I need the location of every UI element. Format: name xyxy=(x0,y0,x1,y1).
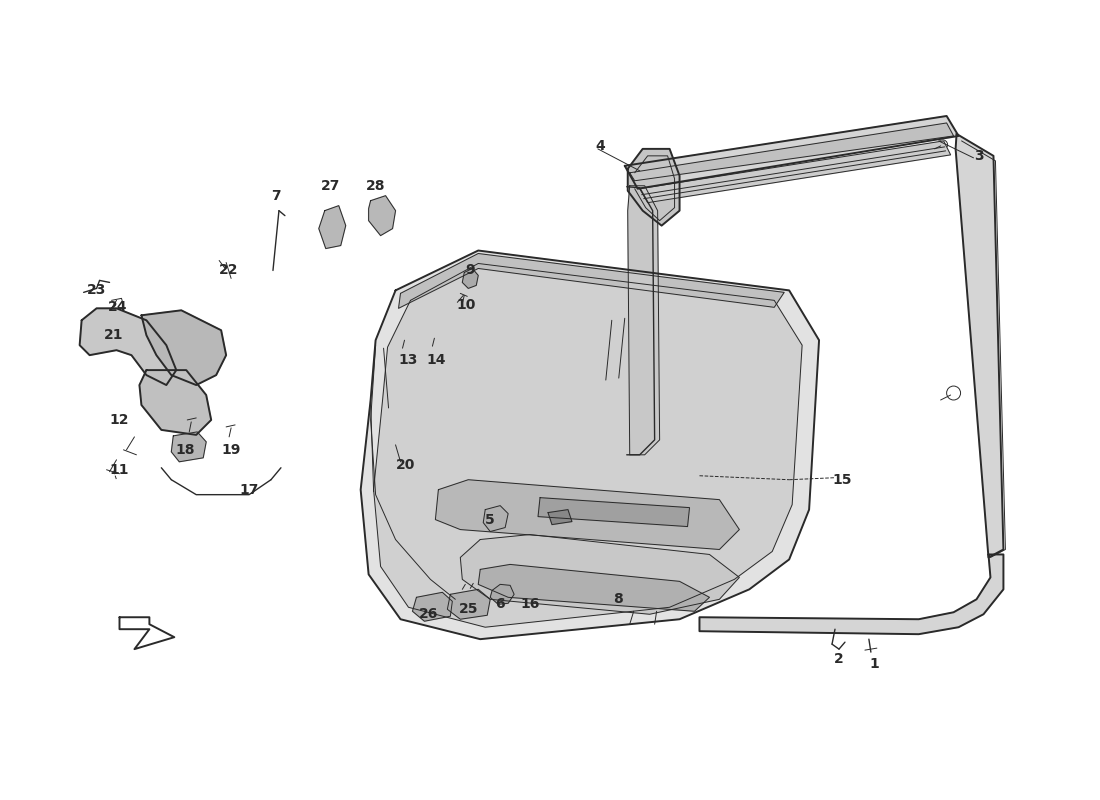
Polygon shape xyxy=(478,565,710,611)
Polygon shape xyxy=(436,480,739,550)
Text: 15: 15 xyxy=(833,473,851,486)
Polygon shape xyxy=(79,308,176,385)
Polygon shape xyxy=(448,590,491,619)
Circle shape xyxy=(608,584,628,604)
Polygon shape xyxy=(460,534,739,614)
Text: 17: 17 xyxy=(240,482,258,497)
Text: 13: 13 xyxy=(399,353,418,367)
Circle shape xyxy=(625,599,639,614)
Polygon shape xyxy=(361,250,820,639)
Text: 21: 21 xyxy=(103,328,123,342)
Text: 16: 16 xyxy=(520,598,540,611)
Polygon shape xyxy=(172,432,206,462)
Text: 14: 14 xyxy=(427,353,447,367)
Text: 25: 25 xyxy=(459,602,478,616)
Text: 24: 24 xyxy=(108,300,128,314)
Text: 3: 3 xyxy=(974,149,983,163)
Polygon shape xyxy=(629,123,954,181)
Circle shape xyxy=(650,602,661,611)
Polygon shape xyxy=(538,498,690,526)
Text: 23: 23 xyxy=(87,283,107,298)
Polygon shape xyxy=(142,310,227,385)
Polygon shape xyxy=(700,554,1003,634)
Text: 20: 20 xyxy=(396,458,415,472)
Text: 11: 11 xyxy=(110,462,130,477)
Polygon shape xyxy=(628,186,660,455)
Text: 9: 9 xyxy=(465,263,475,278)
Text: 10: 10 xyxy=(456,298,476,312)
Circle shape xyxy=(428,349,439,359)
Polygon shape xyxy=(319,206,345,249)
Text: 8: 8 xyxy=(613,592,623,606)
Text: 1: 1 xyxy=(869,657,879,671)
Polygon shape xyxy=(374,263,802,627)
Text: 26: 26 xyxy=(419,607,438,622)
Text: 5: 5 xyxy=(485,513,495,526)
Text: 7: 7 xyxy=(271,189,281,202)
Text: 19: 19 xyxy=(221,443,241,457)
Text: 28: 28 xyxy=(366,178,385,193)
Polygon shape xyxy=(462,269,478,288)
Polygon shape xyxy=(398,254,784,308)
Text: 12: 12 xyxy=(110,413,130,427)
Text: 4: 4 xyxy=(595,139,605,153)
Text: 2: 2 xyxy=(834,652,844,666)
Polygon shape xyxy=(140,370,211,435)
Polygon shape xyxy=(120,618,174,649)
Polygon shape xyxy=(412,592,452,622)
Text: 18: 18 xyxy=(176,443,195,457)
Polygon shape xyxy=(483,506,508,531)
Polygon shape xyxy=(640,141,950,202)
Text: 27: 27 xyxy=(321,178,341,193)
Polygon shape xyxy=(625,116,958,189)
Polygon shape xyxy=(628,149,680,226)
Circle shape xyxy=(397,350,409,362)
Polygon shape xyxy=(548,510,572,525)
Polygon shape xyxy=(368,196,396,235)
Polygon shape xyxy=(956,134,1003,558)
Text: 22: 22 xyxy=(219,263,239,278)
Polygon shape xyxy=(491,584,514,604)
Text: 6: 6 xyxy=(495,598,505,611)
